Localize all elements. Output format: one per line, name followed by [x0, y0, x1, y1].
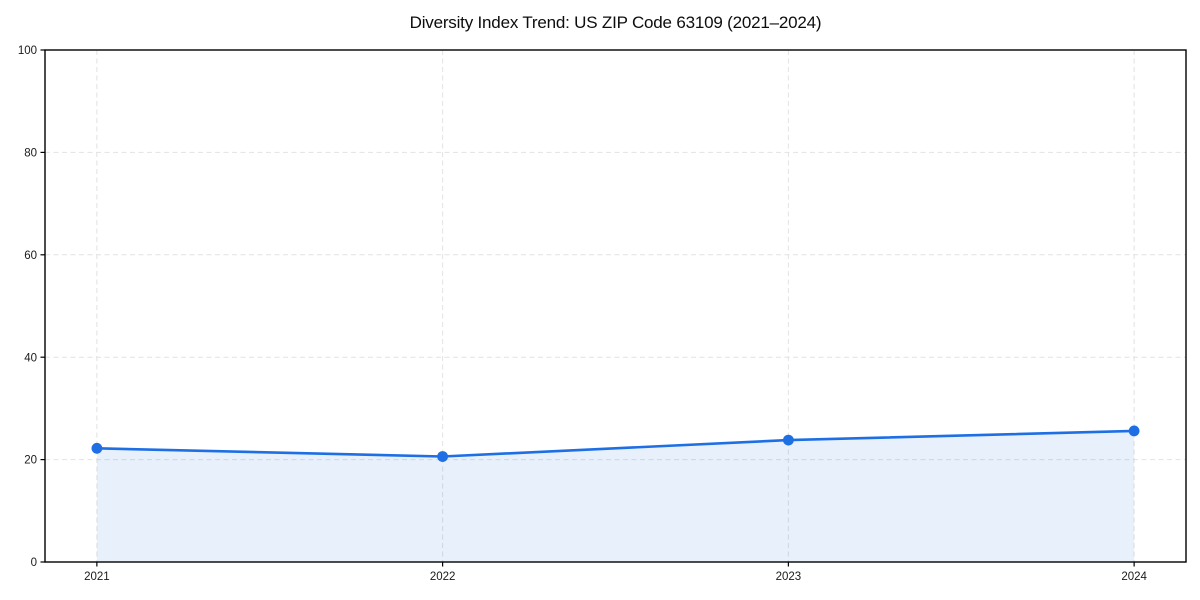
y-tick-label: 60 [24, 250, 37, 262]
x-tick-label: 2024 [1121, 571, 1147, 583]
x-tick-label: 2022 [430, 571, 456, 583]
y-tick-label: 100 [18, 45, 37, 57]
x-tick-label: 2021 [84, 571, 110, 583]
data-point-marker [91, 442, 103, 454]
series-area-fill [96, 430, 1135, 562]
x-tick-label: 2023 [776, 571, 802, 583]
y-tick-label: 40 [24, 352, 37, 364]
plot-border [44, 49, 1187, 563]
chart-title: Diversity Index Trend: US ZIP Code 63109… [409, 13, 822, 32]
y-tick-label: 80 [24, 148, 37, 160]
data-point-marker [783, 434, 794, 446]
y-tick-label: 20 [24, 455, 37, 467]
data-point-marker [1128, 425, 1140, 437]
data-point-marker [437, 451, 448, 462]
y-tick-label: 0 [31, 557, 37, 569]
series-line [95, 429, 1136, 458]
